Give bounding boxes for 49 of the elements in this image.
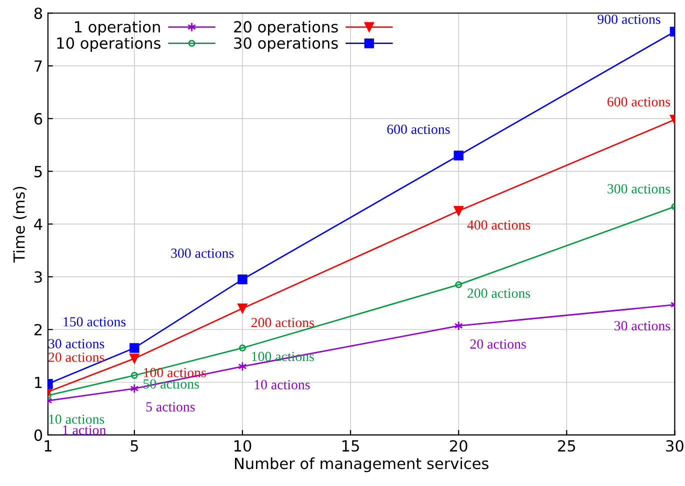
annotation: 100 actions <box>144 368 206 378</box>
annotation: 1 action <box>63 425 106 435</box>
y-axis-title: Time (ms) <box>13 186 27 263</box>
y-tick-label: 6 <box>34 113 42 125</box>
y-tick-label: 8 <box>34 8 42 20</box>
x-tick-label: 5 <box>130 440 138 452</box>
y-tick-label: 2 <box>34 324 42 336</box>
annotation: 200 actions <box>468 288 530 298</box>
annotation: 5 actions <box>146 402 195 412</box>
point <box>130 343 140 353</box>
legend-label: 20 operations <box>234 20 338 36</box>
annotation: 900 actions <box>598 14 660 24</box>
y-tick-label: 0 <box>34 429 42 441</box>
annotation: 600 actions <box>608 97 670 106</box>
y-tick-label: 5 <box>34 166 42 178</box>
x-tick-label: 20 <box>450 440 468 452</box>
y-tick-label: 4 <box>34 218 42 230</box>
annotation: 10 actions <box>254 380 310 390</box>
point <box>238 274 248 284</box>
y-tick-label: 1 <box>35 376 42 388</box>
annotation: 30 actions <box>48 339 104 348</box>
x-tick-label: 30 <box>666 440 684 452</box>
x-tick-label: 15 <box>342 440 359 452</box>
y-tick-label: 3 <box>34 271 42 283</box>
point <box>238 344 246 352</box>
x-axis-title: Number of management services <box>234 457 488 472</box>
annotation: 200 actions <box>251 318 314 328</box>
annotation: 30 actions <box>614 321 670 330</box>
point <box>130 354 140 364</box>
annotation: 600 actions <box>387 124 450 134</box>
legend-label: 1 operation <box>74 20 160 36</box>
annotation: 300 actions <box>608 184 670 194</box>
annotation: 20 actions <box>470 339 526 349</box>
point <box>130 372 138 379</box>
x-tick-label: 1 <box>44 440 52 452</box>
x-tick-label: 25 <box>558 440 576 452</box>
point <box>455 281 462 288</box>
legend-label: 30 operations <box>234 37 338 52</box>
y-tick-label: 7 <box>34 60 42 72</box>
point <box>454 206 464 216</box>
x-tick-label: 10 <box>234 440 252 452</box>
point <box>454 150 464 160</box>
annotation: 20 actions <box>48 352 104 362</box>
legend-label: 10 operations <box>57 37 160 52</box>
annotation: 10 actions <box>49 414 104 424</box>
annotation: 300 actions <box>171 248 234 258</box>
point <box>238 304 248 314</box>
annotation: 150 actions <box>64 317 126 326</box>
annotation: 400 actions <box>467 220 530 230</box>
